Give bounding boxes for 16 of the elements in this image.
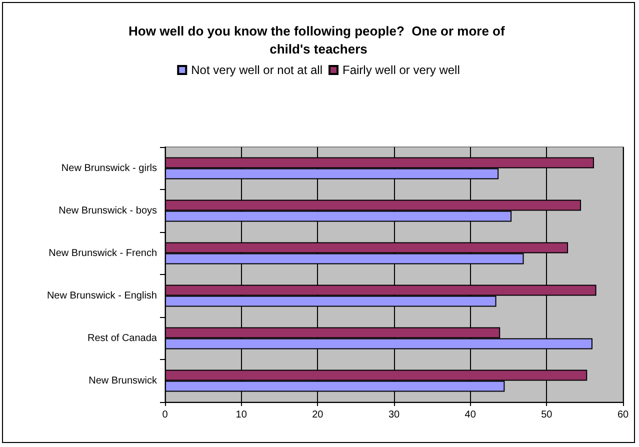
y-tick-label: New Brunswick - English (46, 290, 157, 302)
y-tick-label: Rest of Canada (88, 332, 158, 344)
y-tick-label: New Brunswick - French (48, 248, 157, 259)
x-tick-label: 50 (541, 410, 553, 420)
x-tick-label: 10 (236, 410, 248, 420)
chart-title: How well do you know the following people? One or more of child's teachers (128, 24, 508, 56)
y-tick-label: New Brunswick - girls (61, 162, 157, 174)
x-tick-label: 30 (388, 410, 400, 420)
x-tick-label: 40 (464, 410, 476, 420)
x-tick-label: 0 (162, 410, 168, 420)
x-tick-label: 20 (312, 410, 324, 420)
legend-label: Fairly well or very well (342, 63, 460, 77)
x-tick-label: 60 (617, 410, 629, 420)
y-tick-label: New Brunswick (88, 375, 158, 386)
y-tick-label: New Brunswick - boys (58, 205, 157, 216)
legend-label: Not very well or not at all (191, 63, 323, 77)
